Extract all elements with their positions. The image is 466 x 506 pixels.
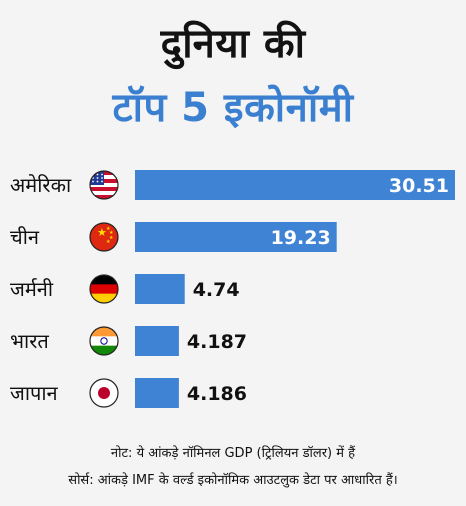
svg-text:★: ★ — [106, 239, 111, 245]
bar-row: भारत 4.187 — [10, 326, 247, 356]
bar — [135, 326, 179, 356]
category-label: भारत — [10, 329, 49, 353]
category-label: जर्मनी — [10, 277, 54, 301]
title-line-2: टॉप 5 इकोनॉमी — [112, 85, 354, 131]
bar-row: अमेरिका 30.51 — [10, 170, 455, 200]
bar-row: जापान 4.186 — [10, 378, 247, 408]
value-label: 4.186 — [187, 383, 247, 405]
us-flag-icon — [89, 170, 119, 200]
bar — [135, 222, 337, 252]
svg-text:★: ★ — [109, 230, 114, 236]
value-label: 19.23 — [271, 227, 331, 249]
value-label: 4.74 — [193, 279, 240, 301]
value-label: 30.51 — [389, 175, 449, 197]
category-label: जापान — [10, 381, 59, 405]
bar — [135, 378, 179, 408]
germany-flag-icon — [89, 274, 119, 304]
svg-text:★: ★ — [106, 226, 111, 232]
source-text: सोर्स: आंकड़े IMF के वर्ल्ड इकोनॉमिक आउट… — [68, 473, 398, 488]
china-flag-icon: ★ ★★★★ — [89, 222, 119, 252]
category-label: अमेरिका — [10, 173, 72, 197]
svg-text:★: ★ — [97, 226, 107, 239]
bar-row: जर्मनी 4.74 — [10, 274, 240, 304]
japan-flag-icon — [89, 378, 119, 408]
value-label: 4.187 — [187, 331, 247, 353]
note-text: नोट: ये आंकड़े नॉमिनल GDP (ट्रिलियन डॉलर… — [110, 446, 356, 461]
bar — [135, 170, 455, 200]
title-line-1: दुनिया की — [160, 21, 306, 67]
bar — [135, 274, 185, 304]
bar-row: चीन ★ ★★★★ 19.23 — [10, 222, 337, 252]
category-label: चीन — [10, 225, 40, 249]
svg-text:★: ★ — [109, 235, 114, 241]
india-flag-icon — [89, 326, 119, 356]
